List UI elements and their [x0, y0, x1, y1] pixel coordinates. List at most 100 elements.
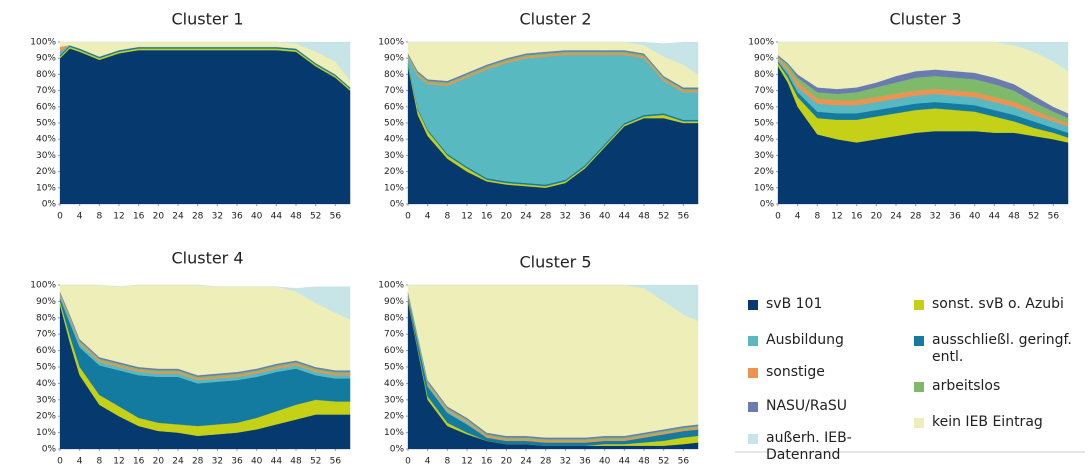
y-tick-label: 60% [754, 102, 774, 112]
x-tick-label: 16 [133, 212, 145, 222]
x-tick-label: 44 [989, 212, 1001, 222]
y-tick-label: 30% [754, 151, 774, 161]
x-tick-label: 32 [212, 457, 223, 467]
legend-swatch [914, 418, 924, 428]
chart-title: Cluster 1 [171, 10, 243, 29]
x-tick-label: 48 [1008, 212, 1020, 222]
x-tick-label: 48 [638, 457, 650, 467]
x-tick-label: 56 [330, 212, 342, 222]
x-tick-label: 24 [520, 212, 532, 222]
legend-swatch [914, 336, 924, 346]
y-tick-label: 90% [36, 297, 56, 307]
legend-item: sonstige [748, 364, 908, 381]
x-tick-label: 44 [271, 457, 283, 467]
legend-item: sonst. svB o. Azubi [914, 296, 1074, 313]
y-tick-label: 30% [384, 151, 404, 161]
y-tick-label: 80% [384, 70, 404, 80]
legend-swatch [914, 382, 924, 392]
y-tick-label: 0% [390, 200, 405, 210]
x-tick-label: 52 [658, 212, 669, 222]
x-tick-label: 0 [57, 212, 63, 222]
x-tick-label: 24 [520, 457, 532, 467]
y-tick-label: 60% [36, 102, 56, 112]
x-tick-label: 12 [831, 212, 842, 222]
legend-item: ausschließl. geringf. entl. [914, 332, 1082, 366]
y-tick-label: 40% [754, 135, 774, 145]
y-tick-label: 90% [754, 54, 774, 64]
x-tick-label: 16 [481, 457, 493, 467]
x-tick-label: 20 [153, 457, 165, 467]
x-tick-label: 12 [461, 457, 472, 467]
y-tick-label: 90% [36, 54, 56, 64]
y-tick-label: 70% [36, 86, 56, 96]
x-tick-label: 12 [113, 212, 124, 222]
x-tick-label: 4 [425, 457, 431, 467]
x-tick-label: 20 [501, 212, 513, 222]
chart-title: Cluster 3 [889, 10, 961, 29]
chart-title: Cluster 5 [519, 253, 591, 272]
x-tick-label: 20 [153, 212, 165, 222]
x-tick-label: 40 [599, 212, 611, 222]
legend-item: Ausbildung [748, 332, 908, 349]
x-tick-label: 20 [871, 212, 883, 222]
y-tick-label: 0% [760, 200, 775, 210]
y-tick-label: 30% [36, 151, 56, 161]
y-tick-label: 100% [30, 281, 56, 291]
y-tick-label: 60% [384, 346, 404, 356]
legend-swatch [748, 402, 758, 412]
x-tick-label: 56 [1048, 212, 1060, 222]
x-tick-label: 0 [57, 457, 63, 467]
y-tick-label: 30% [384, 395, 404, 405]
y-tick-label: 20% [384, 167, 404, 177]
x-tick-label: 40 [251, 212, 263, 222]
x-tick-label: 36 [949, 212, 961, 222]
y-tick-label: 10% [754, 183, 774, 193]
x-tick-label: 16 [133, 457, 145, 467]
area [60, 41, 351, 82]
x-tick-label: 52 [658, 457, 669, 467]
y-tick-label: 80% [754, 70, 774, 80]
x-tick-label: 28 [540, 457, 552, 467]
y-tick-label: 40% [384, 135, 404, 145]
x-tick-label: 16 [481, 212, 493, 222]
x-tick-label: 48 [290, 457, 302, 467]
x-tick-label: 48 [290, 212, 302, 222]
y-tick-label: 70% [384, 330, 404, 340]
area [778, 41, 1069, 72]
legend-label: arbeitslos [932, 378, 1001, 394]
x-tick-label: 0 [405, 212, 411, 222]
x-tick-label: 24 [172, 457, 184, 467]
legend-label: NASU/RaSU [766, 398, 848, 414]
legend-item: NASU/RaSU [748, 398, 908, 415]
legend-label: außerh. IEB-Datenrand [766, 430, 852, 463]
x-tick-label: 52 [310, 457, 321, 467]
x-tick-label: 12 [113, 457, 124, 467]
x-tick-label: 40 [969, 212, 981, 222]
legend-item: außerh. IEB-Datenrand [748, 430, 908, 464]
x-tick-label: 0 [405, 457, 411, 467]
x-tick-label: 4 [425, 212, 431, 222]
x-tick-label: 40 [251, 457, 263, 467]
area [408, 41, 699, 75]
x-tick-label: 36 [579, 457, 591, 467]
x-tick-label: 32 [212, 212, 223, 222]
chart-title: Cluster 2 [519, 10, 591, 29]
y-tick-label: 70% [36, 330, 56, 340]
legend-swatch [748, 368, 758, 378]
y-tick-label: 90% [384, 54, 404, 64]
x-tick-label: 32 [560, 457, 571, 467]
x-tick-label: 8 [96, 212, 102, 222]
y-tick-label: 50% [384, 119, 404, 129]
y-tick-label: 50% [754, 119, 774, 129]
legend-item: svB 101 [748, 296, 908, 313]
y-tick-label: 10% [384, 183, 404, 193]
x-tick-label: 44 [619, 457, 631, 467]
legend-label: svB 101 [766, 296, 823, 312]
y-tick-label: 30% [36, 395, 56, 405]
y-tick-label: 0% [390, 445, 405, 455]
legend-swatch [748, 300, 758, 310]
x-tick-label: 56 [330, 457, 342, 467]
y-tick-label: 100% [378, 38, 404, 48]
